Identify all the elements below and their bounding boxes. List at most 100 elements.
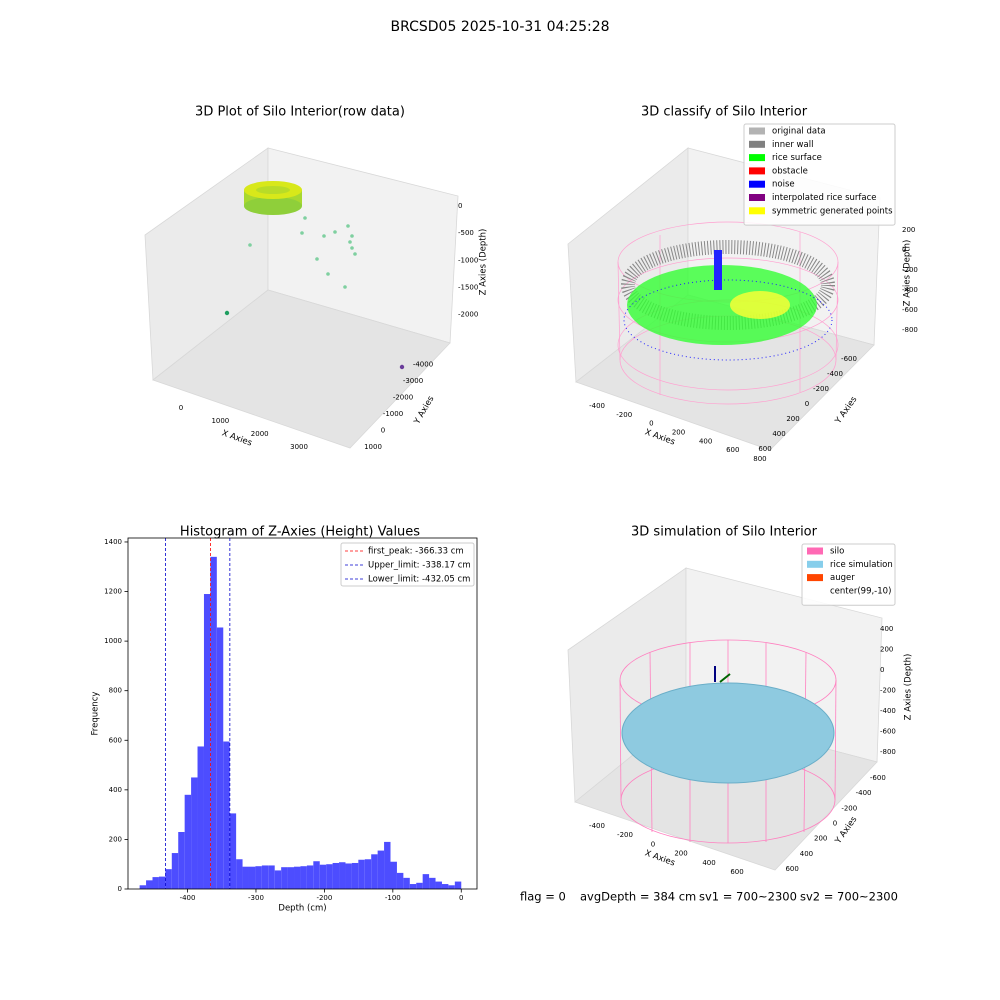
- x-axis-label: Depth (cm): [278, 904, 326, 914]
- legend-box: [743, 123, 896, 226]
- y-tick-label: -2000: [393, 393, 413, 401]
- bar: [184, 794, 192, 889]
- bar: [332, 862, 340, 889]
- y-tick-label: 0: [118, 885, 122, 893]
- cloud: [256, 186, 290, 194]
- x-tick-label: 0: [649, 420, 653, 428]
- x-tick-label: -200: [617, 831, 633, 839]
- bar: [242, 866, 249, 889]
- bar: [448, 885, 455, 889]
- bar: [178, 831, 185, 889]
- bar: [384, 841, 391, 889]
- x-tick-label: 200: [672, 429, 685, 437]
- bar: [377, 850, 385, 889]
- y-tick-label: 0: [381, 426, 385, 434]
- z-tick-label: 0: [458, 202, 462, 210]
- x-tick-label: 1000: [211, 417, 229, 425]
- legend-label: auger: [830, 573, 855, 583]
- x-tick-label: 0: [459, 894, 463, 902]
- axis-label: Y Axies: [833, 394, 860, 426]
- x-tick-label: -400: [180, 894, 196, 902]
- z-tick-label: 200: [880, 646, 893, 654]
- x-tick-label: -200: [616, 411, 632, 419]
- bar: [416, 882, 423, 889]
- z-tick-label: -800: [880, 748, 896, 756]
- y-tick-label: 200: [814, 835, 827, 843]
- legend-swatch: [807, 574, 823, 582]
- legend-label: inner wall: [772, 140, 813, 150]
- bar: [422, 874, 430, 889]
- bar: [313, 861, 320, 889]
- bar: [146, 880, 153, 889]
- z-tick-label: 0: [902, 246, 906, 254]
- symmetric-points: [730, 291, 790, 319]
- legend-swatch: [749, 127, 765, 135]
- bar: [197, 746, 204, 889]
- bar: [390, 861, 397, 889]
- y-tick-label: -4000: [413, 360, 433, 368]
- z-tick-label: -1000: [458, 256, 478, 264]
- bar: [326, 864, 333, 889]
- legend-label: original data: [772, 127, 826, 137]
- outlier-points: [248, 216, 357, 289]
- bar: [396, 872, 404, 889]
- z-tick-label: -600: [902, 306, 918, 314]
- y-tick-label: 800: [109, 687, 122, 695]
- bar: [255, 866, 262, 889]
- bar: [268, 865, 275, 889]
- y-tick-label: 200: [786, 415, 799, 423]
- x-tick-label: -100: [385, 894, 401, 902]
- bar: [409, 884, 417, 889]
- z-tick-label: -1500: [458, 283, 478, 291]
- noise: [623, 279, 833, 361]
- bar: [203, 594, 211, 889]
- cloud: [244, 197, 302, 215]
- bar: [351, 862, 359, 889]
- x-tick-label: 800: [753, 455, 766, 463]
- legend-swatch: [749, 180, 765, 188]
- bar: [248, 866, 256, 889]
- inner-wall: [621, 240, 835, 330]
- x-tick-label: 400: [699, 437, 712, 445]
- rice-simulation: [621, 682, 835, 784]
- bar: [223, 741, 230, 889]
- z-tick-label: -400: [880, 707, 896, 715]
- y-tick-label: -400: [856, 789, 872, 797]
- bar: [371, 854, 378, 889]
- status-text: sv1 = 700~2300: [699, 890, 797, 904]
- z-tick-label: -500: [458, 229, 474, 237]
- y-tick-label: 1200: [104, 588, 122, 596]
- figure-title: BRCSD05 2025-10-31 04:25:28: [390, 19, 609, 35]
- x-tick-label: 0: [651, 840, 655, 848]
- y-tick-label: 400: [800, 850, 813, 858]
- legend-swatch: [749, 140, 765, 148]
- y-tick-label: -200: [813, 385, 829, 393]
- outlier-point: [399, 364, 405, 370]
- auger: [719, 673, 731, 683]
- bar: [345, 863, 352, 889]
- axis-label: X Axies: [220, 428, 253, 448]
- bar: [274, 870, 282, 889]
- x-tick-label: 200: [674, 850, 687, 858]
- bar: [236, 859, 243, 889]
- legend-swatch: [807, 560, 823, 568]
- bar: [171, 853, 179, 889]
- bar: [435, 881, 442, 889]
- bar: [158, 876, 166, 889]
- y-tick-label: 1400: [104, 538, 122, 546]
- y-tick-label: 0: [805, 400, 809, 408]
- x-tick-label: -400: [589, 402, 605, 410]
- bar: [191, 777, 198, 889]
- x-tick-label: 0: [179, 404, 183, 412]
- legend-label: first_peak: -366.33 cm: [368, 547, 464, 557]
- bar: [306, 865, 314, 889]
- x-tick-label: 2000: [251, 430, 269, 438]
- bar: [429, 877, 436, 889]
- x-tick-label: -300: [248, 894, 264, 902]
- legend-box: [340, 542, 475, 587]
- y-tick-label: -600: [841, 355, 857, 363]
- y-axis-label: Frequency: [91, 692, 101, 736]
- z-tick-label: -2000: [458, 311, 478, 319]
- z-tick-label: -200: [880, 687, 896, 695]
